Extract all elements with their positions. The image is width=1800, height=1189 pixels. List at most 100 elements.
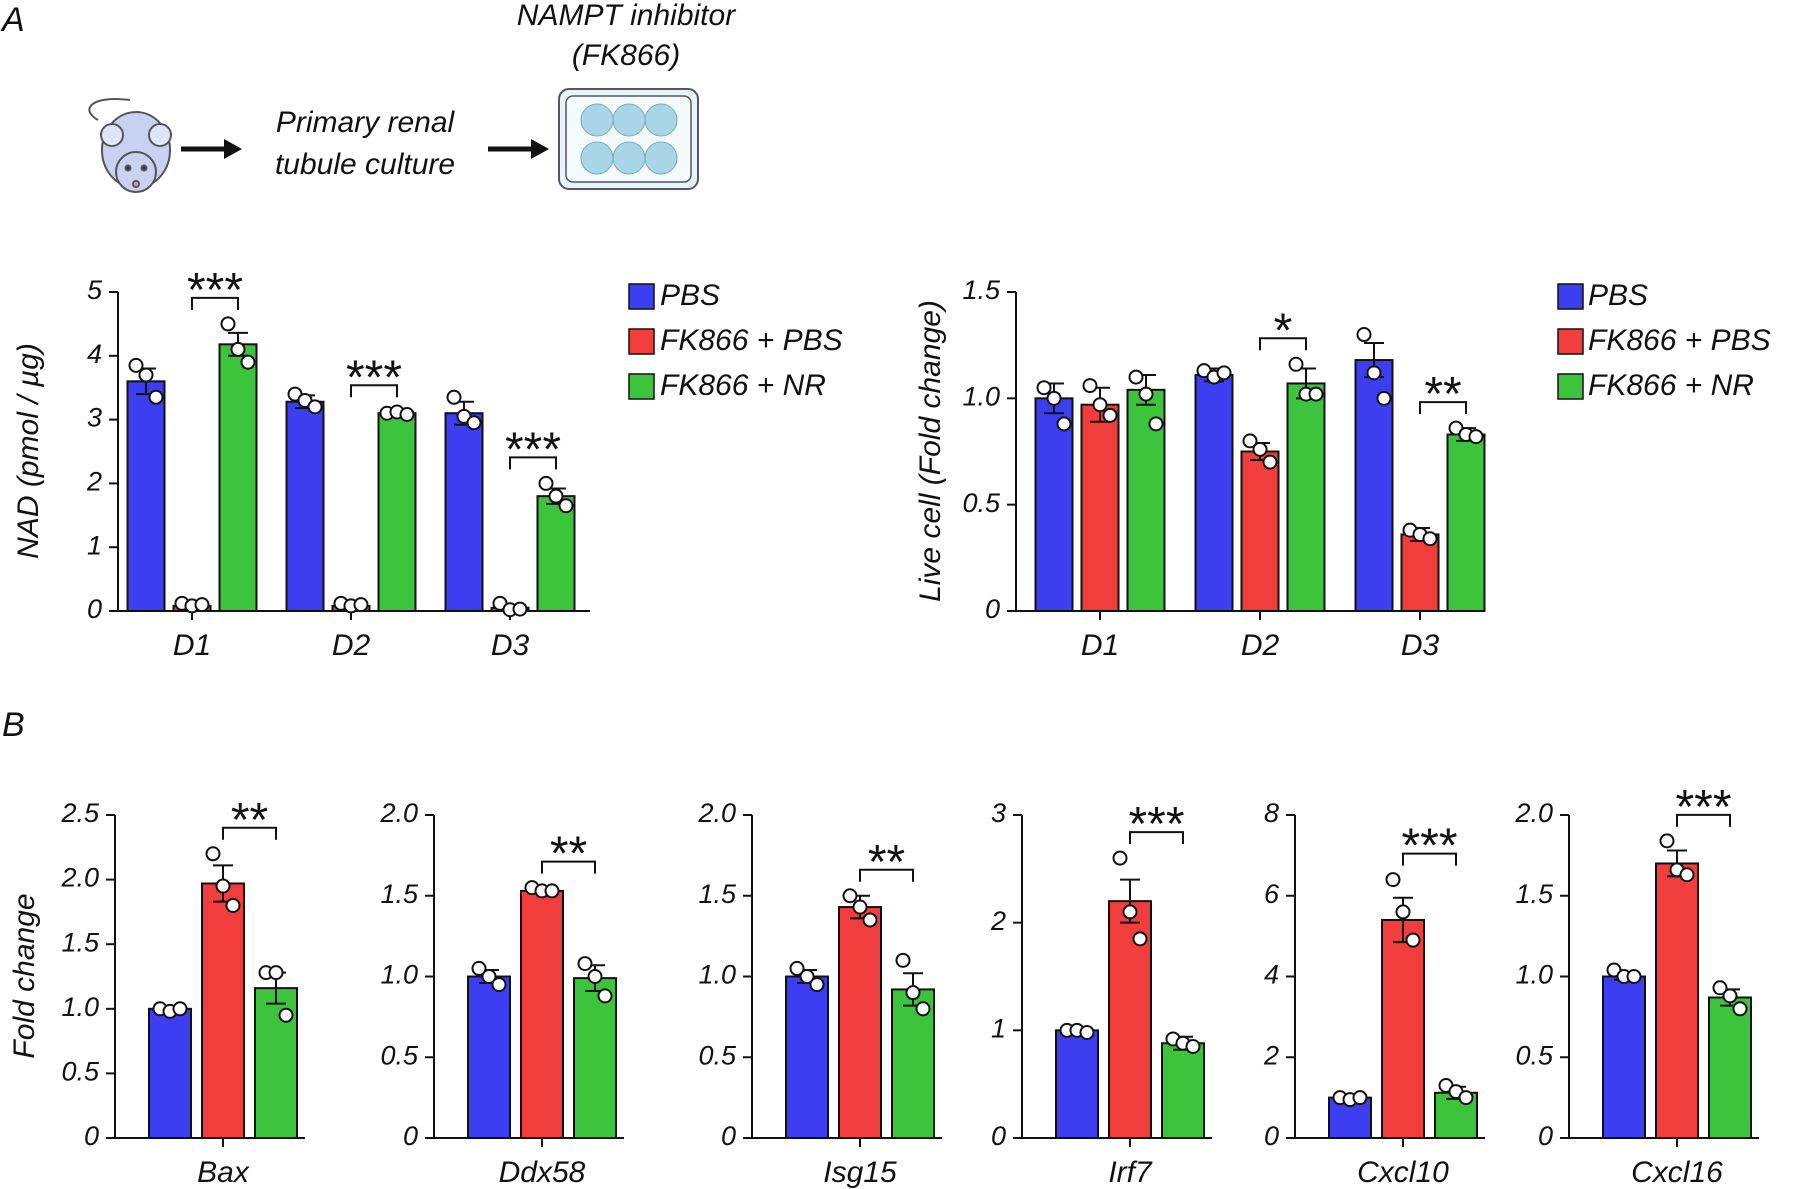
arrow [181, 139, 549, 159]
data-point [895, 952, 911, 968]
y-tick-label: 0.5 [380, 1040, 419, 1070]
significance-bracket [1259, 337, 1307, 351]
data-point [220, 316, 236, 332]
data-point [1356, 327, 1372, 343]
data-point [1082, 378, 1098, 394]
bar [1655, 862, 1699, 1139]
data-point [1308, 386, 1324, 402]
data-point [481, 969, 497, 984]
x-tick-label: Cxcl16 [1631, 1156, 1723, 1189]
bar [444, 412, 484, 612]
legend-label: PBS [660, 279, 720, 312]
data-point [842, 888, 858, 904]
schematic-text: Primary renal [276, 106, 456, 139]
bar [201, 882, 245, 1140]
significance-bracket [222, 826, 277, 840]
data-point [1036, 380, 1052, 396]
legend-swatch [1557, 328, 1584, 355]
data-point [1056, 416, 1072, 432]
data-point [399, 406, 415, 422]
bar [1194, 373, 1234, 612]
y-tick-label: 1.0 [61, 992, 99, 1022]
x-tick-label: D1 [1081, 629, 1119, 662]
significance-label: *** [187, 264, 243, 317]
schematic-text: NAMPT inhibitor [517, 0, 736, 32]
significance-label: ** [550, 828, 587, 881]
bar [785, 975, 829, 1139]
data-point [1148, 416, 1164, 432]
panel-label: B [2, 706, 25, 744]
y-tick-label: 5 [87, 275, 103, 305]
y-tick-label: 2 [86, 467, 102, 497]
data-point [1252, 441, 1268, 457]
y-tick-label: 2.0 [60, 863, 99, 893]
significance-bracket [350, 384, 398, 398]
x-tick-label: D2 [1241, 629, 1280, 662]
y-tick-label: 1.0 [1515, 960, 1553, 990]
data-point [1128, 369, 1144, 385]
y-tick-label: 0.5 [962, 488, 1001, 518]
significance-label: *** [505, 423, 561, 476]
data-point [1112, 850, 1128, 866]
bar [1446, 433, 1486, 612]
bar [1161, 1042, 1205, 1139]
legend-swatch [1557, 373, 1584, 400]
data-point [577, 956, 593, 972]
bar [377, 412, 417, 612]
significance-bracket [1129, 831, 1184, 845]
y-axis-label: Fold change [8, 893, 41, 1058]
data-point [1288, 356, 1304, 372]
y-tick-label: 0 [1264, 1121, 1279, 1151]
data-point [915, 1001, 931, 1017]
mouse-icon [88, 98, 172, 193]
data-point [1732, 1001, 1748, 1017]
bar [1080, 403, 1120, 613]
significance-bracket [509, 456, 557, 470]
bar [1400, 533, 1440, 612]
data-point [268, 965, 284, 981]
bar [218, 343, 258, 612]
data-point [1395, 904, 1411, 920]
data-point [1712, 980, 1728, 996]
x-tick-label: Isg15 [823, 1156, 897, 1189]
data-point [1422, 531, 1438, 547]
y-tick-label: 0 [721, 1121, 736, 1151]
y-tick-label: 2 [990, 906, 1006, 936]
y-tick-label: 1 [991, 1013, 1006, 1043]
data-point [1216, 365, 1232, 381]
data-point [905, 985, 921, 1001]
y-tick-label: 3 [87, 403, 102, 433]
significance-label: ** [231, 794, 268, 847]
schematic-text: (FK866) [572, 39, 680, 72]
data-point [446, 389, 462, 405]
significance-bracket [1676, 813, 1731, 827]
y-tick-label: 0.5 [698, 1040, 737, 1070]
y-tick-label: 3 [991, 798, 1006, 828]
significance-bracket [859, 868, 914, 882]
y-axis-label: Live cell (Fold change) [914, 300, 947, 602]
significance-label: *** [1401, 820, 1457, 873]
data-point [1092, 397, 1108, 413]
significance-label: * [1274, 304, 1293, 357]
data-point [1122, 904, 1138, 920]
data-point [466, 415, 482, 431]
y-tick-label: 8 [1264, 798, 1279, 828]
data-point [1376, 390, 1392, 406]
data-point [148, 389, 164, 405]
data-point [1679, 867, 1695, 883]
bar [536, 495, 576, 612]
x-tick-label: D3 [491, 629, 530, 662]
data-point [799, 969, 815, 984]
y-tick-label: 2.0 [379, 798, 418, 828]
data-point [512, 601, 528, 617]
significance-label: *** [346, 351, 402, 404]
data-point [809, 977, 825, 993]
y-tick-label: 1.0 [380, 960, 418, 990]
significance-label: ** [868, 836, 905, 889]
bar [838, 906, 882, 1139]
panel-label: A [0, 1, 25, 39]
y-tick-label: 0 [985, 594, 1000, 624]
y-tick-label: 1.5 [61, 927, 100, 957]
data-point [471, 960, 487, 976]
